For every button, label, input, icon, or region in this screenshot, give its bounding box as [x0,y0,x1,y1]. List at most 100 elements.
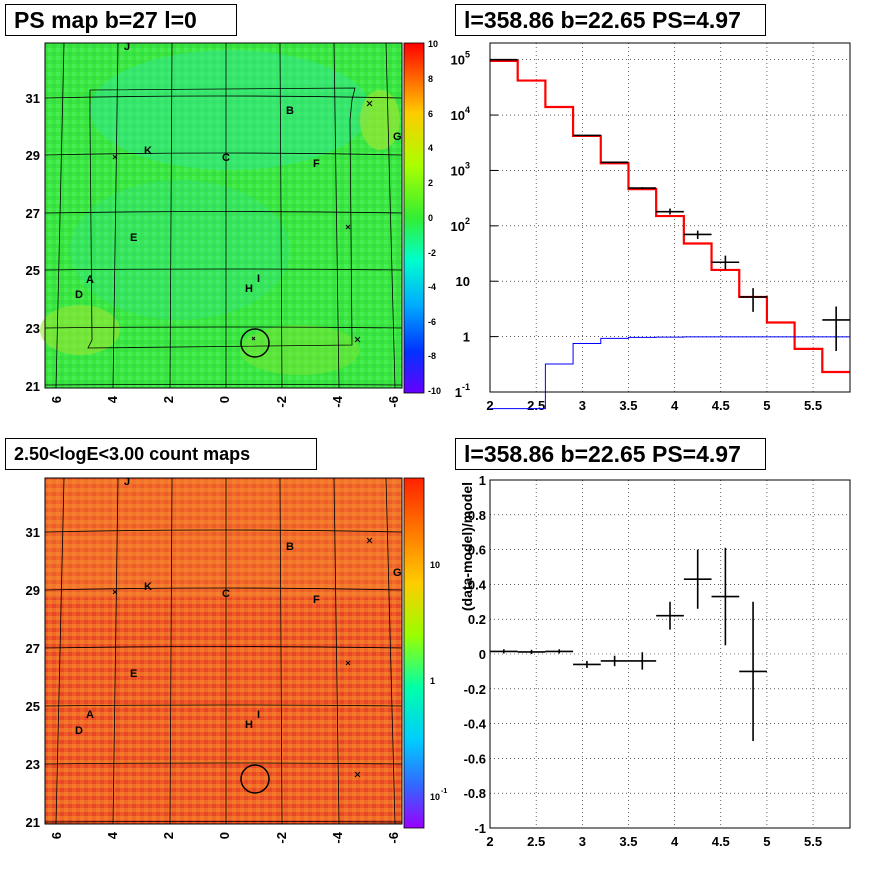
ps-colorbar-label: -10 [428,386,441,396]
ps-map-grid [44,42,403,389]
source-label-c: C [222,152,230,164]
count-map-title: 2.50<logE<3.00 count maps [5,438,317,470]
residual-y-tick: 0 [479,647,486,662]
residual-y-tick: 0.6 [468,543,486,558]
ps-map-yellow-patch [240,325,360,375]
count-map-x-tick: -2 [274,832,289,844]
spectrum-y-tick: 102 [451,216,470,234]
spectrum-x-tick: 2 [486,398,493,413]
count-map-y-axis: 31 29 27 25 23 21 [26,525,40,830]
spectrum-x-tick: 3.5 [619,398,637,413]
residual-x-tick: 4 [671,834,679,849]
residual-title: l=358.86 b=22.65 PS=4.97 [455,438,766,470]
source-label-i: I [257,273,260,285]
ps-colorbar-label: 4 [428,143,433,153]
ps-map-y-tick: 31 [26,91,40,106]
ps-colorbar-label: -8 [428,351,436,361]
ps-map-y-tick: 29 [26,148,40,163]
spectrum-x-tick: 4 [671,398,679,413]
count-map-source-labels: J B G K C F E A D I H [75,476,402,737]
residual-y-axis-label: (data-model)/model [459,482,475,611]
ps-map: J B G K C F E A D I H 31 29 27 25 23 21 … [26,39,441,408]
spectrum-title: l=358.86 b=22.65 PS=4.97 [455,4,766,36]
count-map-y-tick: 21 [26,815,40,830]
spectrum-y-tick-exponent: 5 [465,50,470,60]
source-label-j: J [124,41,130,53]
count-map-y-tick: 23 [26,757,40,772]
spectrum-y-tick-exponent: -1 [462,382,470,392]
spectrum-x-tick: 5 [763,398,770,413]
spectrum-y-tick-base: 10 [451,108,465,123]
ps-colorbar-label: -6 [428,317,436,327]
ps-map-cyan-patch [70,180,290,320]
source-label-b: B [286,541,294,553]
ps-map-title: PS map b=27 l=0 [5,4,237,36]
ps-map-x-tick: 0 [217,396,232,403]
spectrum-y-tick: 104 [451,105,470,123]
spectrum-y-tick-base: 10 [451,219,465,234]
ps-colorbar-label: 6 [428,109,433,119]
count-map-y-tick: 25 [26,699,40,714]
residual-x-tick: 5.5 [804,834,822,849]
residual-y-tick: -0.8 [464,786,486,801]
source-label-d: D [75,725,83,737]
count-map: J B G K C F E A D I H 31 29 27 25 23 21 … [26,476,448,844]
count-colorbar-label: 10 [430,560,440,570]
source-label-a: A [86,274,94,286]
spectrum-y-tick-exponent: 2 [465,216,470,226]
residual-x-tick: 2.5 [527,834,545,849]
ps-map-y-tick: 27 [26,206,40,221]
count-map-grid [44,477,403,825]
spectrum-x-tick: 5.5 [804,398,822,413]
residual-y-tick: -0.2 [464,682,486,697]
ps-map-x-tick: 6 [49,396,64,403]
residual-y-tick: 1 [479,473,486,488]
ps-map-y-tick: 23 [26,321,40,336]
ps-colorbar [403,42,425,394]
count-map-x-tick: 0 [217,832,232,839]
source-label-e: E [130,232,137,244]
ps-map-marks [112,100,373,343]
spectrum-frame [489,42,851,393]
ps-map-cyan-patch [90,50,370,170]
ps-colorbar-label: -2 [428,248,436,258]
residual-chart: 2 2.5 3 3.5 4 4.5 5 5.5 1 0.8 0.6 0.4 0.2 0 -0.2 -0.4 -0… [459,473,851,849]
ps-map-yellow-patch [40,305,120,355]
ps-colorbar-label: 10 [428,39,438,49]
ps-colorbar-label: -4 [428,282,436,292]
count-colorbar-label: 1 [430,676,435,686]
source-label-a: A [86,709,94,721]
count-map-y-tick: 31 [26,525,40,540]
source-label-c: C [222,588,230,600]
residual-y-tick: -0.4 [464,717,487,732]
count-map-lighter-band [45,478,402,598]
source-label-b: B [286,105,294,117]
spectrum-y-tick-base: 1 [463,330,470,345]
source-label-g: G [393,567,402,579]
ps-map-roi-circle [240,328,270,358]
ps-map-y-tick: 25 [26,263,40,278]
ps-map-y-tick: 21 [26,379,40,394]
residual-x-tick: 3.5 [619,834,637,849]
residual-x-tick: 4.5 [712,834,730,849]
spectrum-y-tick-base: 1 [455,385,462,400]
count-map-x-axis: 6 4 2 0 -2 -4 -6 [49,831,401,843]
spectrum-y-tick: 105 [451,50,470,68]
count-map-x-tick: 4 [105,831,120,839]
count-colorbar [403,477,425,829]
count-map-x-tick: -4 [330,831,345,843]
ps-map-yellow-patch [360,90,400,150]
count-map-image [45,478,402,824]
count-map-y-tick: 29 [26,583,40,598]
residual-y-tick: 0.4 [468,577,487,592]
ps-map-x-tick: -2 [274,396,289,408]
count-map-x-tick: -6 [386,832,401,844]
ps-colorbar-label: 0 [428,213,433,223]
ps-colorbar-labels: 10 8 6 4 2 0 -2 -4 -6 -8 -10 [428,39,441,396]
residual-y-tick: -0.6 [464,751,486,766]
source-label-k: K [144,581,152,593]
residual-x-tick: 2 [486,834,493,849]
ps-map-source-labels: J B G K C F E A D I H [75,41,402,301]
